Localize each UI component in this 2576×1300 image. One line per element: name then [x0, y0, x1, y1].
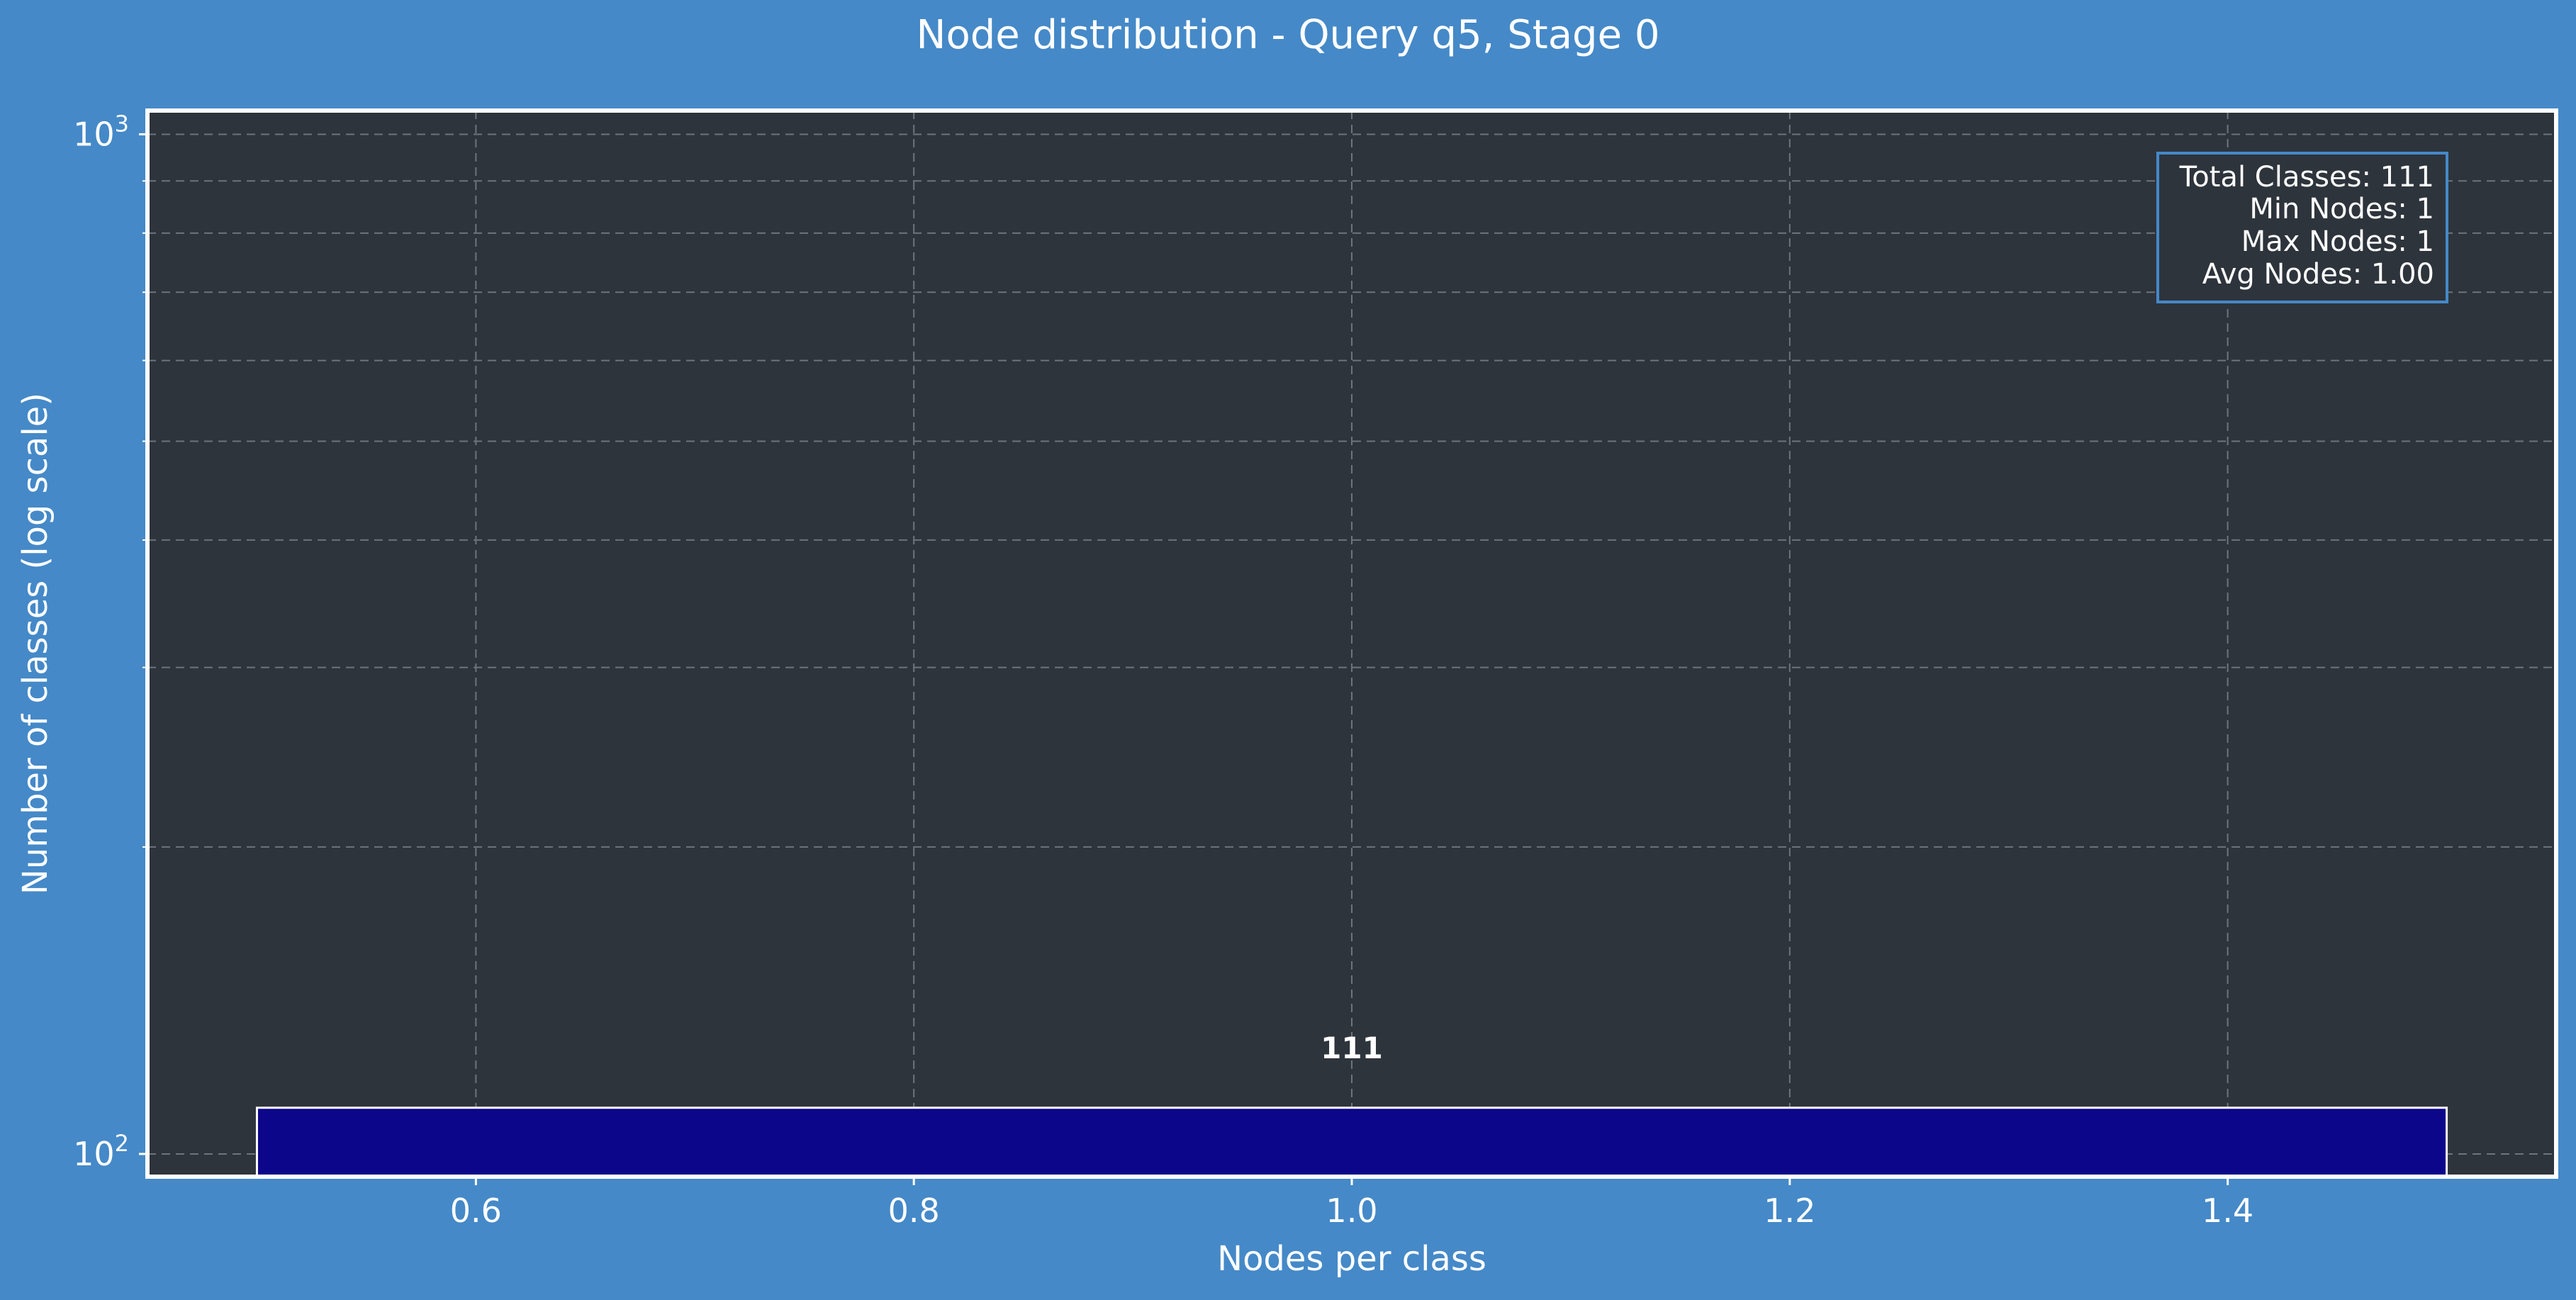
x-tick-label: 0.6 — [450, 1192, 502, 1230]
x-tick-label: 0.8 — [888, 1192, 940, 1230]
stats-box: Total Classes: 111 Min Nodes: 1 Max Node… — [2156, 152, 2448, 303]
bar — [255, 1106, 2448, 1178]
stats-total-classes: Total Classes: 111 — [2179, 161, 2434, 194]
stats-box-frame — [2156, 152, 2448, 303]
bars: 111 — [255, 1031, 2448, 1178]
grid — [147, 111, 2556, 1177]
x-axis-ticks: 0.6 0.8 1.0 1.2 1.4 — [450, 1177, 2253, 1230]
stats-avg-nodes: Avg Nodes: 1.00 — [2202, 258, 2434, 291]
y-axis-label: Number of classes (log scale) — [16, 393, 55, 895]
y-tick-label: 103 — [73, 110, 129, 153]
x-tick-label: 1.0 — [1326, 1192, 1377, 1230]
y-axis-ticks: 102 103 — [73, 110, 147, 1173]
chart-title: Node distribution - Query q5, Stage 0 — [917, 12, 1660, 58]
bar-value-label: 111 — [1321, 1031, 1383, 1065]
stats-max-nodes: Max Nodes: 1 — [2241, 225, 2434, 258]
y-tick-label: 102 — [73, 1130, 129, 1173]
stats-min-nodes: Min Nodes: 1 — [2249, 193, 2434, 225]
x-tick-label: 1.4 — [2202, 1192, 2253, 1230]
x-axis-label: Nodes per class — [1217, 1239, 1486, 1279]
x-tick-label: 1.2 — [1764, 1192, 1815, 1230]
